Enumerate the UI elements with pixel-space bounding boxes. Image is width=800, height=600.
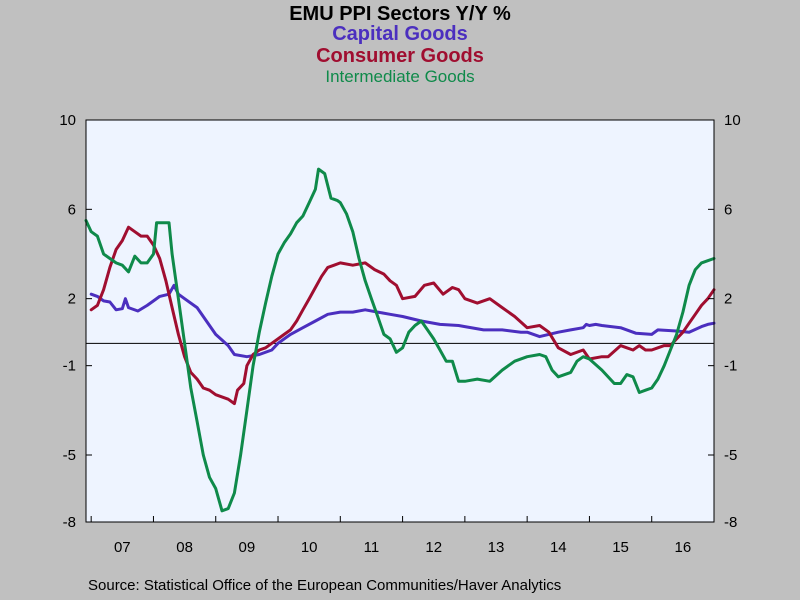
x-tick-label: 13 <box>488 539 505 556</box>
x-tick-label: 10 <box>301 539 318 556</box>
chart-title: EMU PPI Sectors Y/Y % <box>289 3 511 25</box>
x-tick-label: 16 <box>675 539 692 556</box>
y-tick-label-left: -8 <box>63 514 76 531</box>
y-tick-label-right: 10 <box>724 112 741 129</box>
y-tick-label-right: -8 <box>724 514 737 531</box>
x-tick-label: 12 <box>425 539 442 556</box>
y-tick-label-right: 6 <box>724 201 732 218</box>
y-tick-label-right: 2 <box>724 291 732 308</box>
x-tick-label: 09 <box>239 539 256 556</box>
legend-intermediate-goods: Intermediate Goods <box>325 67 475 86</box>
y-tick-label-left: -1 <box>63 358 76 375</box>
y-tick-label-left: 10 <box>59 112 76 129</box>
legend-consumer-goods: Consumer Goods <box>316 45 484 67</box>
y-tick-label-right: -5 <box>724 447 737 464</box>
series-line-intermediate-goods <box>84 167 716 513</box>
plot-area <box>86 120 714 522</box>
legend-capital-goods: Capital Goods <box>332 23 468 45</box>
x-tick-label: 08 <box>176 539 193 556</box>
x-tick-label: 07 <box>114 539 131 556</box>
source-note: Source: Statistical Office of the Europe… <box>88 577 562 594</box>
y-tick-label-left: 2 <box>68 291 76 308</box>
x-tick-label: 11 <box>364 539 380 556</box>
y-tick-label-left: -5 <box>63 447 76 464</box>
y-tick-label-left: 6 <box>68 201 76 218</box>
x-tick-label: 15 <box>612 539 629 556</box>
plot-frame <box>85 119 715 523</box>
series-line-capital-goods <box>89 283 716 359</box>
y-tick-label-right: -1 <box>724 358 737 375</box>
x-tick-label: 14 <box>550 539 567 556</box>
